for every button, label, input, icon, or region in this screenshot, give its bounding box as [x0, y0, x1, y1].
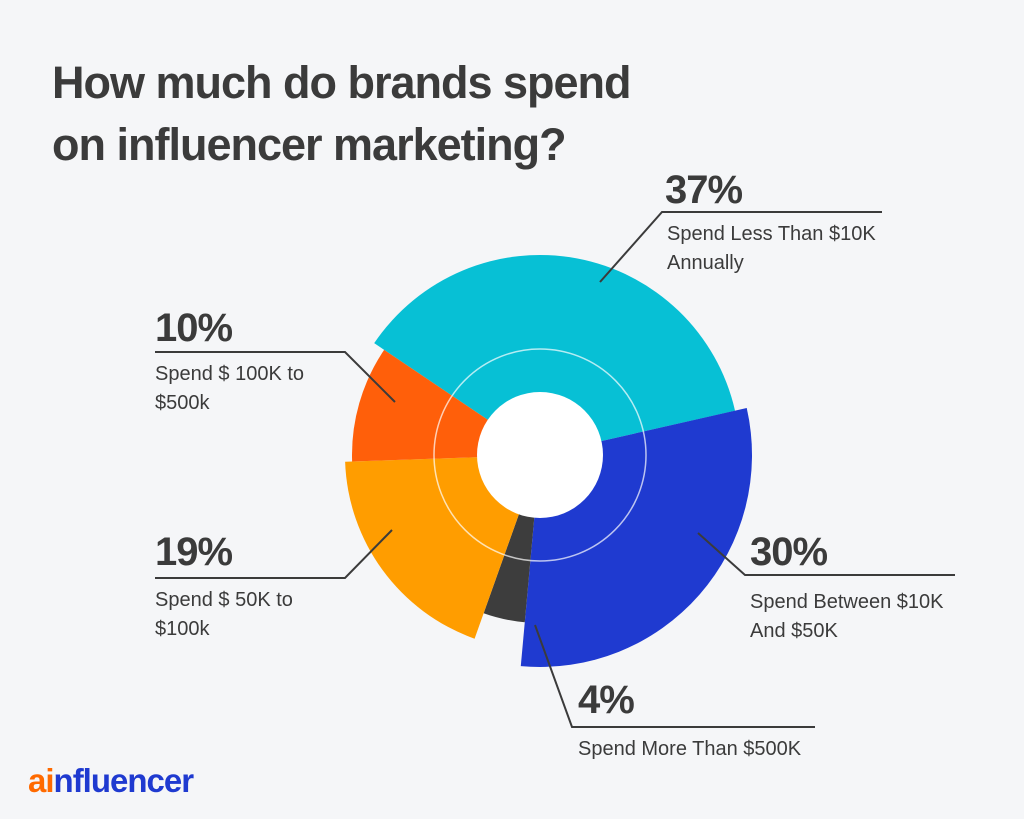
leader-line: [697, 532, 955, 576]
ring: [433, 348, 647, 562]
value-label: 4%: [578, 678, 635, 722]
chart-title: How much do brands spend on influencer m…: [52, 57, 632, 170]
value-label: 19%: [155, 530, 233, 574]
leader-line: [599, 211, 882, 283]
leader-line: [155, 529, 393, 579]
slice-label: Spend $ 50K to $100k: [155, 589, 293, 640]
slice-label: Spend $ 100K to $500k: [155, 363, 305, 414]
slice-label: Spend More Than $500K: [578, 738, 802, 760]
logo: ainfluencer: [28, 762, 195, 800]
logo-accent: ai: [28, 762, 55, 799]
logo-rest: nfluencer: [53, 762, 195, 799]
value-label: 37%: [665, 168, 743, 212]
value-label: 10%: [155, 306, 233, 350]
slice-label: Spend Less Than $10K Annually: [667, 223, 876, 274]
pie-slice: [345, 455, 540, 639]
value-label: 30%: [750, 530, 828, 574]
pie-slice: [374, 254, 736, 455]
center-hole: [477, 392, 603, 518]
leader-line: [155, 351, 396, 403]
slice-label: Spend Between $10K And $50K: [750, 591, 944, 642]
leader-line: [534, 624, 815, 728]
